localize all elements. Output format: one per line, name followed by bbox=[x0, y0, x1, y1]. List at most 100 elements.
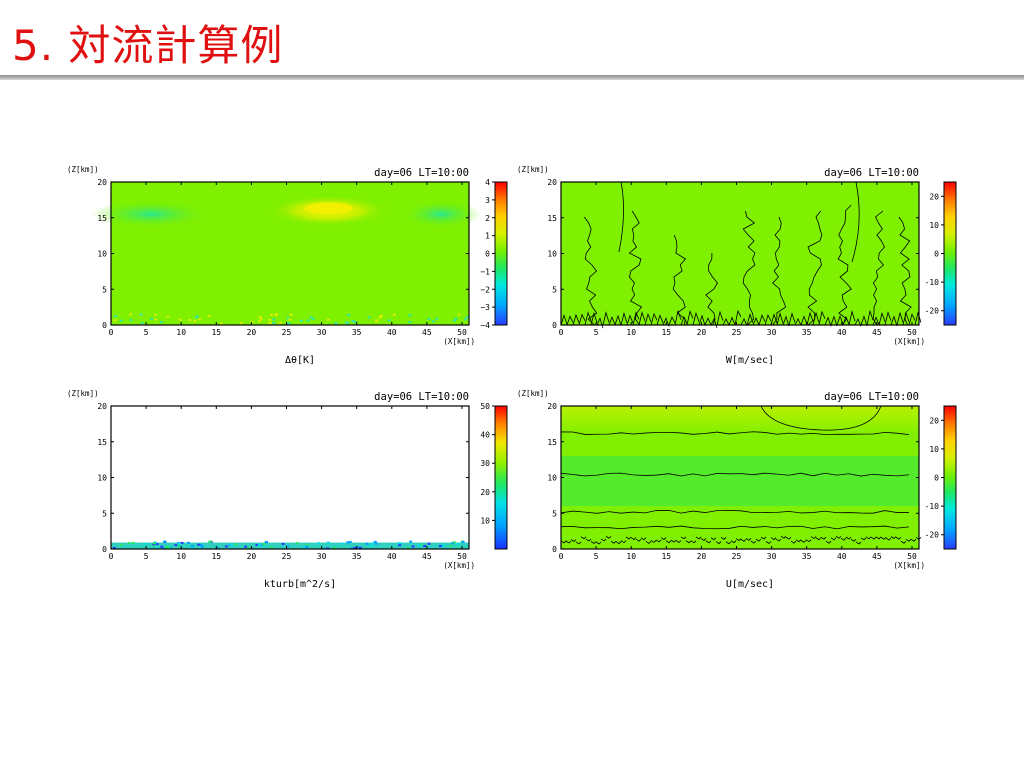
surface-perturbation bbox=[454, 317, 458, 320]
boundary-layer-contour bbox=[734, 309, 742, 326]
boundary-layer-contour bbox=[884, 311, 892, 326]
x-tick-label: 5 bbox=[594, 328, 599, 337]
turbulence-cell bbox=[305, 544, 309, 547]
surface-perturbation bbox=[129, 319, 133, 322]
y-tick-label: 15 bbox=[547, 438, 557, 447]
surface-perturbation bbox=[367, 316, 371, 319]
turbulence-cell bbox=[229, 543, 233, 546]
boundary-layer-contour bbox=[908, 313, 916, 326]
surface-perturbation bbox=[113, 319, 117, 322]
x-tick-label: 25 bbox=[732, 552, 742, 561]
colorbar-tick-label: −3 bbox=[480, 303, 490, 312]
boundary-layer-contour bbox=[645, 541, 652, 544]
panel-2: 0 5 10 15 20 25 30 35 40 45 50 0 5 10 15 20 (Z[km]) (X[km… bbox=[517, 165, 957, 366]
updraft-contour bbox=[771, 216, 787, 326]
boundary-layer-contour bbox=[692, 311, 700, 326]
y-tick-label: 0 bbox=[552, 321, 557, 330]
x-tick-label: 30 bbox=[317, 328, 327, 337]
surface-perturbation bbox=[285, 322, 289, 325]
y-tick-label: 20 bbox=[97, 402, 107, 411]
x-tick-label: 40 bbox=[387, 328, 397, 337]
boundary-layer-contour bbox=[785, 536, 792, 540]
surface-perturbation bbox=[326, 318, 330, 321]
x-tick-label: 40 bbox=[387, 552, 397, 561]
y-axis-label: (Z[km]) bbox=[67, 389, 99, 398]
colorbar-scale bbox=[494, 181, 508, 326]
boundary-layer-contour bbox=[885, 537, 892, 541]
boundary-layer-contour bbox=[662, 317, 670, 327]
turbulence-cell bbox=[244, 545, 248, 548]
u-contour bbox=[560, 509, 909, 514]
surface-perturbation bbox=[353, 321, 357, 324]
y-tick-label: 0 bbox=[552, 545, 557, 554]
turbulence-cell bbox=[373, 540, 377, 543]
boundary-layer-contour bbox=[720, 536, 727, 540]
y-tick-label: 5 bbox=[552, 285, 557, 294]
surface-perturbation bbox=[140, 322, 144, 325]
warm-core bbox=[304, 202, 353, 215]
boundary-layer-contour bbox=[855, 541, 862, 545]
boundary-layer-contour bbox=[815, 537, 822, 541]
turbulence-cell bbox=[457, 542, 461, 545]
boundary-layer-contour bbox=[716, 310, 724, 326]
x-axis-label: (X[km]) bbox=[893, 337, 925, 346]
jet-core-contour bbox=[760, 405, 882, 431]
turbulence-cell bbox=[423, 545, 427, 548]
upper-contour bbox=[618, 181, 624, 253]
x-tick-label: 20 bbox=[247, 328, 257, 337]
x-tick-label: 40 bbox=[837, 552, 847, 561]
surface-perturbation bbox=[435, 317, 439, 320]
panel-timestamp: day=06 LT=10:00 bbox=[374, 167, 469, 179]
boundary-layer-contour bbox=[675, 540, 682, 544]
surface-perturbation bbox=[268, 319, 272, 322]
turbulence-cell bbox=[197, 543, 201, 546]
boundary-layer-contour bbox=[560, 314, 568, 326]
colorbar-scale bbox=[943, 405, 957, 550]
u-contour bbox=[560, 431, 910, 436]
boundary-layer-contour bbox=[910, 538, 917, 542]
boundary-layer-contour bbox=[818, 310, 826, 326]
turbulence-cell bbox=[365, 542, 369, 545]
turbulence-cell bbox=[191, 546, 195, 549]
turbulence-cell bbox=[190, 545, 194, 548]
boundary-layer-contour bbox=[650, 312, 658, 326]
turbulence-cell bbox=[257, 544, 261, 547]
turbulence-cell bbox=[285, 545, 289, 548]
colorbar-tick-label: -10 bbox=[925, 502, 940, 511]
y-axis-label: (Z[km]) bbox=[517, 165, 549, 174]
surface-perturbation bbox=[119, 319, 123, 322]
boundary-layer-contour bbox=[584, 311, 592, 326]
boundary-layer-contour bbox=[776, 311, 784, 326]
boundary-layer-contour bbox=[610, 540, 617, 544]
surface-perturbation bbox=[278, 321, 282, 324]
x-tick-label: 15 bbox=[211, 328, 221, 337]
colorbar-tick-label: 20 bbox=[929, 192, 939, 201]
boundary-layer-contour bbox=[905, 538, 912, 542]
turbulence-cell bbox=[160, 545, 164, 548]
y-axis-label: (Z[km]) bbox=[67, 165, 99, 174]
boundary-layer-contour bbox=[770, 313, 778, 326]
boundary-layer-contour bbox=[614, 314, 622, 326]
surface-perturbation bbox=[288, 318, 292, 321]
boundary-layer-contour bbox=[572, 313, 580, 326]
surface-perturbation bbox=[178, 318, 182, 321]
boundary-layer-contour bbox=[788, 312, 796, 326]
colorbar-tick-label: 10 bbox=[929, 445, 939, 454]
turbulence-cell bbox=[180, 541, 184, 544]
turbulence-cell bbox=[326, 541, 330, 544]
turbulence-cell bbox=[168, 546, 172, 549]
boundary-layer-contour bbox=[842, 315, 850, 326]
surface-perturbation bbox=[154, 313, 158, 316]
colorbar-tick-label: -20 bbox=[925, 531, 940, 540]
boundary-layer-contour bbox=[690, 540, 697, 544]
colorbar-tick-label: −1 bbox=[480, 267, 490, 276]
boundary-layer-contour bbox=[668, 316, 676, 326]
surface-perturbation bbox=[289, 313, 293, 316]
boundary-layer-contour bbox=[590, 541, 597, 545]
x-tick-label: 15 bbox=[661, 328, 671, 337]
turbulence-cell bbox=[208, 540, 212, 543]
x-axis-label: (X[km]) bbox=[893, 561, 925, 570]
boundary-layer-contour bbox=[638, 311, 646, 326]
x-tick-label: 20 bbox=[247, 552, 257, 561]
